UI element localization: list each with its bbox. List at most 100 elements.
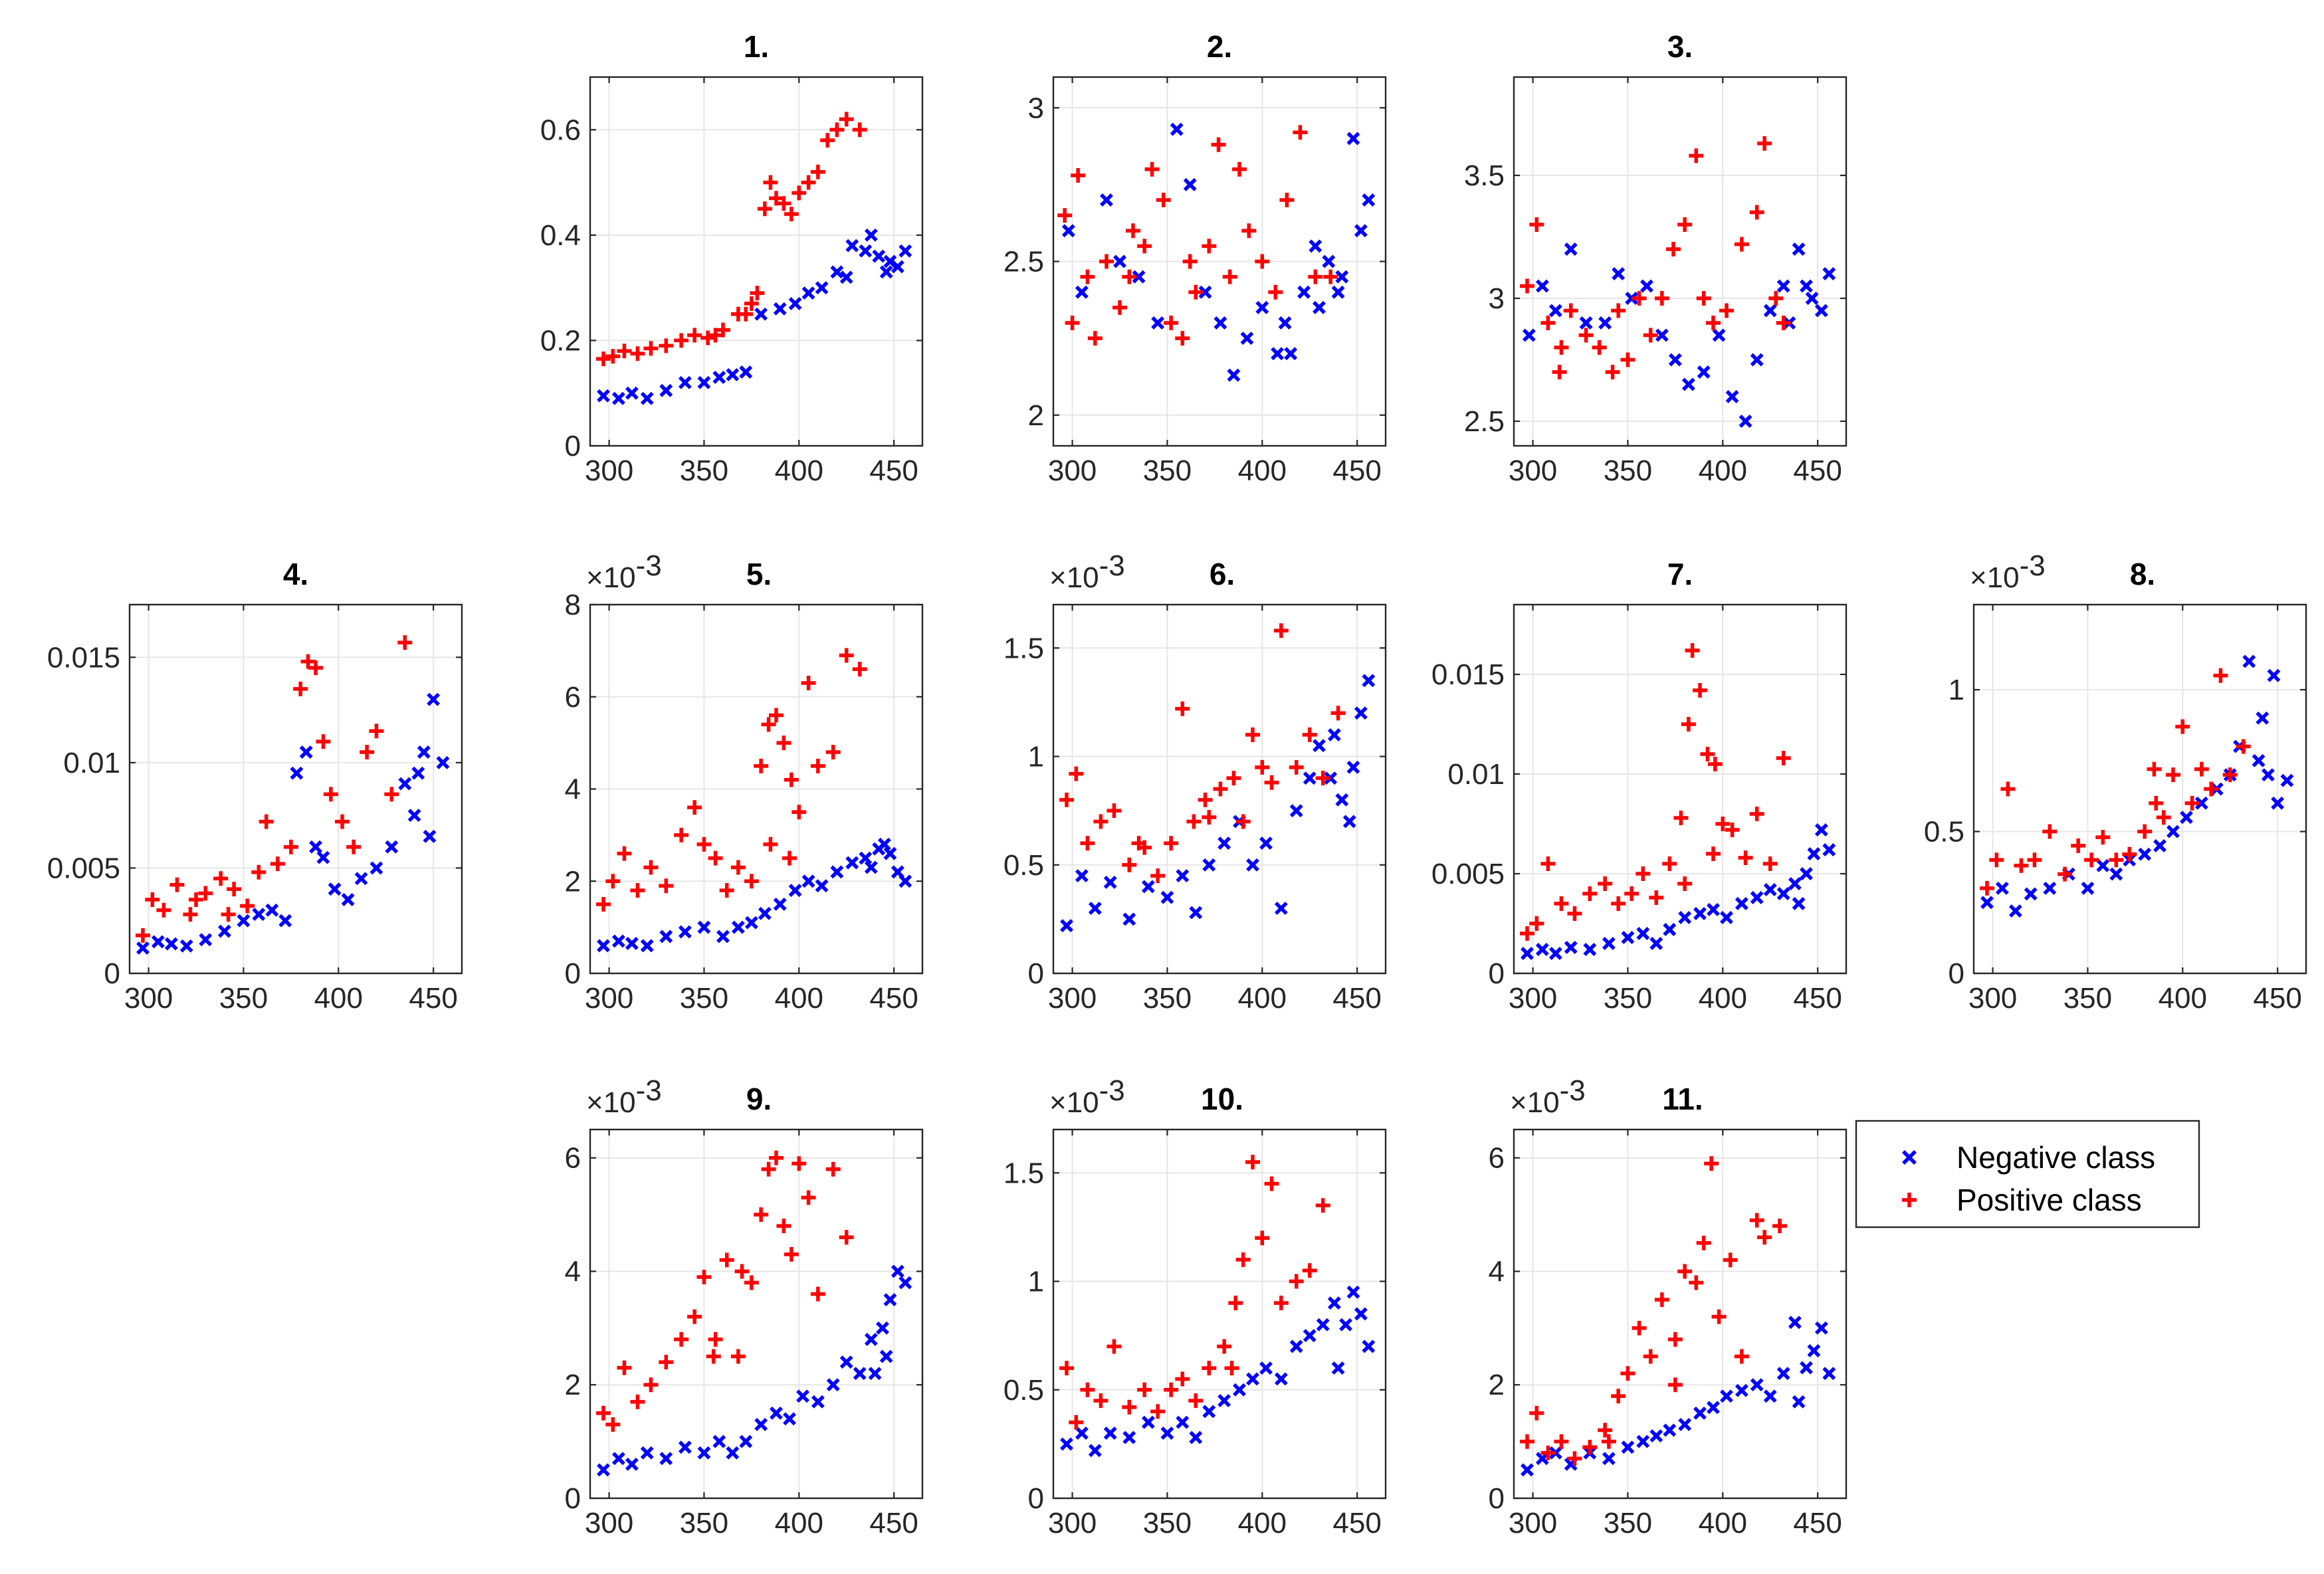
negative-point [1362, 674, 1376, 688]
positive-series [1059, 623, 1346, 884]
positive-point [761, 1161, 776, 1177]
axes-frame [1513, 1128, 1848, 1500]
negative-point [1113, 254, 1126, 268]
positive-point [1776, 316, 1791, 330]
scatter-panel-2: 300 350 400 450 2 2.5 3 2. [1004, 29, 1387, 487]
negative-point [1354, 1307, 1368, 1321]
negative-point [815, 879, 829, 893]
positive-point [1188, 1393, 1204, 1409]
negative-point [1763, 304, 1777, 318]
axes-frame [1513, 603, 1848, 975]
y-tick-label: 1.5 [1004, 1157, 1044, 1189]
positive-point [1700, 747, 1715, 761]
axis-exponent-label: ×10-3 [1049, 549, 1125, 594]
negative-point [697, 920, 711, 934]
positive-point [1093, 1393, 1109, 1409]
positive-point [801, 1190, 816, 1205]
positive-point [1540, 1445, 1556, 1460]
positive-point [617, 846, 632, 861]
positive-class-marker [1902, 1193, 1917, 1207]
x-tick-label: 350 [680, 982, 728, 1015]
negative-point [237, 914, 251, 928]
positive-point [1232, 161, 1247, 177]
negative-point [1822, 843, 1836, 856]
negative-point [1362, 1339, 1376, 1353]
positive-point [784, 1246, 799, 1262]
positive-point [1059, 792, 1074, 807]
positive-point [1681, 717, 1696, 732]
negative-point [1217, 836, 1231, 850]
positive-point [1662, 856, 1677, 871]
negative-point [1246, 1372, 1259, 1386]
positive-point [1202, 239, 1217, 254]
negative-point [2180, 811, 2193, 825]
positive-point [1131, 836, 1146, 851]
positive-point [1211, 137, 1226, 152]
positive-point [1112, 300, 1127, 315]
panel-title: 11. [1662, 1082, 1703, 1116]
positive-point [687, 328, 702, 343]
negative-point [1354, 224, 1368, 238]
positive-point [784, 207, 799, 222]
positive-point [1175, 331, 1190, 346]
negative-point [1693, 1406, 1707, 1420]
negative-point [1707, 903, 1720, 916]
x-tick-label: 400 [1699, 1507, 1747, 1539]
positive-point [1540, 856, 1556, 871]
negative-series [1060, 674, 1376, 933]
negative-point [136, 941, 150, 955]
negative-point [2252, 753, 2266, 767]
positive-point [750, 286, 765, 301]
negative-point [1346, 132, 1360, 146]
negative-point [2081, 881, 2095, 895]
positive-point [1126, 223, 1140, 239]
y-tick-label: 0.01 [63, 747, 120, 779]
positive-point [1315, 771, 1330, 786]
negative-point [1763, 1389, 1777, 1403]
negative-point [1788, 877, 1802, 890]
panel-title: 10. [1201, 1082, 1243, 1116]
negative-point [299, 745, 313, 759]
positive-series [1520, 136, 1791, 379]
positive-point [1164, 316, 1179, 330]
plot-background [590, 1130, 922, 1498]
negative-point [2138, 847, 2152, 861]
negative-point [891, 1264, 904, 1278]
negative-point [278, 914, 292, 928]
negative-point [859, 244, 873, 258]
positive-point [769, 1150, 784, 1165]
negative-point [1800, 867, 1813, 880]
positive-point [596, 351, 611, 367]
positive-point [825, 1161, 841, 1177]
positive-point [2222, 767, 2238, 783]
negative-point [1103, 875, 1117, 889]
negative-point [1335, 793, 1349, 807]
positive-point [1654, 291, 1669, 306]
positive-point [2236, 739, 2251, 754]
positive-point [1065, 316, 1080, 330]
positive-point [1069, 766, 1084, 781]
positive-point [1164, 1382, 1179, 1397]
y-tick-label: 0.01 [1447, 758, 1505, 791]
positive-point [674, 1331, 689, 1347]
negative-point [1636, 1434, 1650, 1448]
positive-point [1175, 1371, 1190, 1387]
y-tick-label: 0.5 [1924, 816, 1964, 848]
negative-point [625, 386, 639, 400]
positive-point [810, 1286, 825, 1302]
negative-point [2024, 887, 2038, 901]
scatter-panel-9: 300 350 400 450 0 2 4 6 9. ×10-3 [565, 1074, 924, 1539]
positive-point [792, 805, 807, 820]
positive-point [1202, 1361, 1217, 1376]
positive-point [2166, 767, 2180, 783]
negative-point [1255, 300, 1269, 314]
negative-series [136, 692, 450, 955]
axis-exponent-label: ×10-3 [1510, 1074, 1586, 1119]
positive-point [630, 346, 645, 361]
negative-point [1750, 1378, 1764, 1392]
negative-point [1678, 1418, 1692, 1431]
positive-point [1696, 291, 1711, 306]
positive-point [674, 333, 689, 348]
negative-point [199, 933, 213, 947]
positive-point [617, 1360, 632, 1375]
